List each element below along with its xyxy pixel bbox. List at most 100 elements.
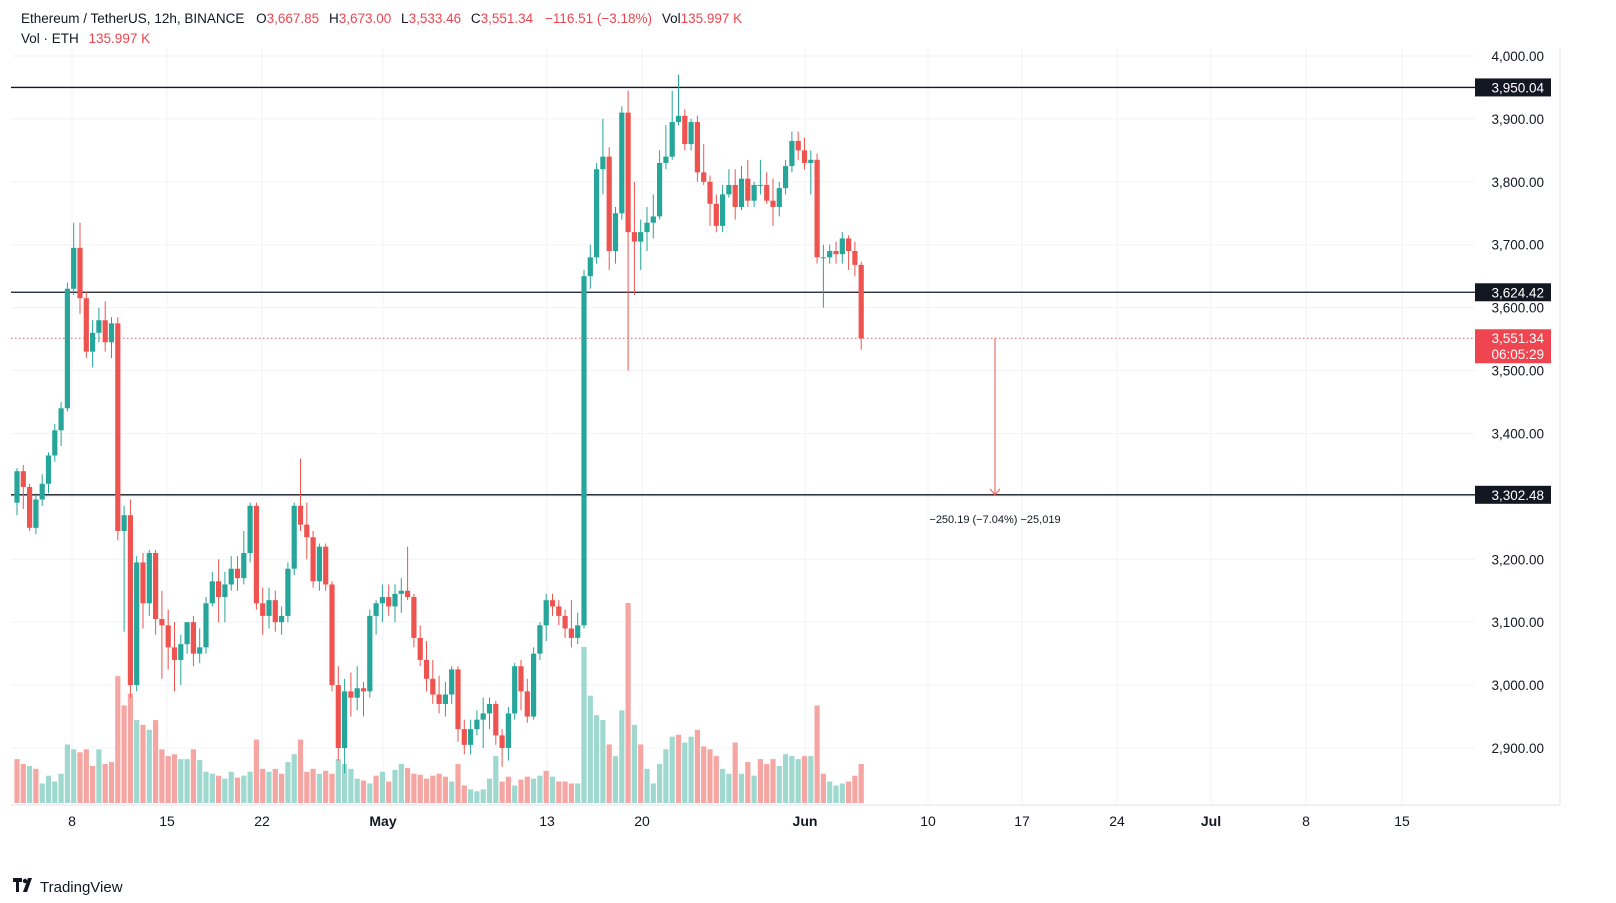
hline-price-tag-label: 3,624.42 [1491,285,1544,300]
measure-tool[interactable]: −250.19 (−7.04%) −25,019 [929,338,1061,526]
candle-body [694,122,700,173]
candle-body [45,455,52,484]
volume-bar [524,776,530,803]
candle-body [140,562,146,604]
tradingview-logo[interactable]: TradingView [13,878,123,896]
volume-bar [720,768,726,803]
candle-body [386,597,392,607]
candle-body [33,499,39,528]
volume-bar [77,752,83,803]
measure-arrow-head [989,488,1001,496]
price-tick-label: 3,400.00 [1491,426,1544,441]
volume-bar [411,773,417,803]
volume-bar [329,773,335,803]
volume-bar [71,749,77,803]
candle-body [556,606,562,616]
volume-bar [102,763,108,803]
volume-bar [732,742,738,803]
volume-bar [486,778,493,803]
volume-bar [190,749,196,803]
volume-bar [512,785,518,803]
candle-body [234,568,241,579]
volume-bar [423,778,430,803]
candle-body [436,694,442,704]
candle-body [153,552,159,620]
candle-body [379,597,385,604]
volume-bar [562,781,568,803]
candle-body [505,713,511,748]
candle-body [537,625,543,654]
candle-body [405,590,411,598]
hline-price-tag [1475,485,1551,504]
volume-bar [342,763,348,803]
candle-body [675,115,682,123]
volume-bar [52,781,58,803]
volume-bar [461,785,467,803]
time-tick-label: 22 [254,813,270,829]
candle-body [657,162,663,217]
volume-bar [726,773,732,803]
candle-body [373,603,379,616]
symbol-title[interactable]: Ethereum / TetherUS, 12h, BINANCE [21,11,245,26]
candle-body [417,637,423,660]
candle-body [499,735,505,748]
candle-body [27,486,33,528]
candle-body [688,122,694,145]
candle-body [39,483,45,500]
candle-body [14,471,20,503]
low-value: 3,533.46 [408,11,462,26]
time-tick-label: 10 [920,813,936,829]
volume-bar [304,771,310,803]
candle-body [833,251,839,255]
volume-bar [360,780,367,803]
volume-bar [518,779,524,803]
volume-bar [638,744,644,803]
volume-bar [323,770,329,803]
volume-label: Vol [661,11,681,26]
candle-body [222,584,228,598]
candle-body [310,537,316,582]
volume-bar [688,736,694,803]
candle-body [127,515,133,686]
horizontal-lines[interactable] [11,86,1475,496]
volume-bar [751,775,757,803]
candle-body [64,288,70,409]
time-axis[interactable]: 8 15 22 May 13 20 Jun 10 17 24 Jul 8 15 [68,813,1410,829]
candle-body [291,505,297,569]
price-tick-label: 3,800.00 [1491,175,1544,190]
candle-body [808,159,814,163]
tradingview-mark-icon [13,878,35,896]
candles[interactable] [14,74,864,774]
volume-bar [568,783,574,803]
volume-bar [127,693,133,803]
volume-bar [600,720,606,803]
price-tick-label: 3,900.00 [1491,112,1544,127]
volume-bar [606,744,612,803]
candle-body [638,232,644,242]
price-tick-label: 3,000.00 [1491,678,1544,693]
time-tick-label: 13 [539,813,555,829]
price-axis[interactable]: 2,900.003,000.003,100.003,200.003,300.00… [1475,49,1551,756]
volume-bar [83,749,89,803]
volume-bar [90,765,96,803]
volume-bar [827,781,833,803]
time-tick-label: 15 [159,813,175,829]
volume-indicator-label[interactable]: Vol · ETH [21,31,79,46]
candle-body [858,264,864,339]
volume-bar [707,749,713,803]
hline-price-tag [1475,78,1551,97]
candle-body [531,653,537,717]
candle-body [367,615,373,692]
volume-bar [216,775,222,803]
volume-bar [468,789,474,803]
candle-body [398,590,404,594]
candle-body [455,669,461,730]
volume-bar [159,749,165,803]
volume-bar [134,720,140,803]
volume-bar [247,771,253,803]
volume-bar [789,756,795,803]
candle-body [644,222,650,233]
volume-bar [228,771,234,803]
time-tick-label: 8 [1302,813,1310,829]
